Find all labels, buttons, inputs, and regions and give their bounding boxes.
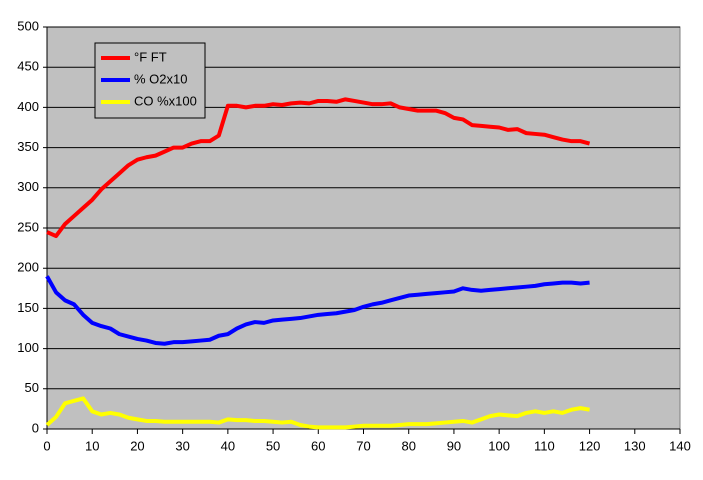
x-tick-label: 60 [311, 438, 325, 453]
x-tick-label: 10 [85, 438, 99, 453]
x-tick-label: 90 [447, 438, 461, 453]
x-tick-label: 130 [624, 438, 646, 453]
x-tick-label: 50 [266, 438, 280, 453]
series-line [45, 396, 590, 430]
legend-label: CO %x100 [134, 93, 197, 108]
x-tick-label: 30 [175, 438, 189, 453]
x-tick-label: 0 [43, 438, 50, 453]
y-tick-label: 350 [17, 139, 39, 154]
legend-label: °F FT [134, 49, 167, 64]
legend-label: % O2x10 [134, 71, 187, 86]
series-line [45, 275, 590, 346]
y-tick-label: 50 [25, 380, 39, 395]
y-tick-label: 100 [17, 340, 39, 355]
x-tick-label: 120 [579, 438, 601, 453]
y-tick-label: 300 [17, 179, 39, 194]
y-tick-label: 500 [17, 18, 39, 33]
legend-box [94, 42, 206, 119]
y-tick-label: 150 [17, 300, 39, 315]
y-tick-label: 200 [17, 260, 39, 275]
x-tick-label: 80 [401, 438, 415, 453]
y-tick-label: 450 [17, 59, 39, 74]
y-tick-label: 250 [17, 219, 39, 234]
y-tick-label: 0 [32, 420, 39, 435]
x-tick-label: 140 [669, 438, 691, 453]
x-tick-label: 40 [221, 438, 235, 453]
y-tick-label: 400 [17, 99, 39, 114]
x-tick-label: 110 [534, 438, 555, 453]
x-tick-label: 100 [488, 438, 510, 453]
series-line [46, 97, 591, 239]
x-tick-label: 20 [130, 438, 144, 453]
x-tick-label: 70 [356, 438, 370, 453]
